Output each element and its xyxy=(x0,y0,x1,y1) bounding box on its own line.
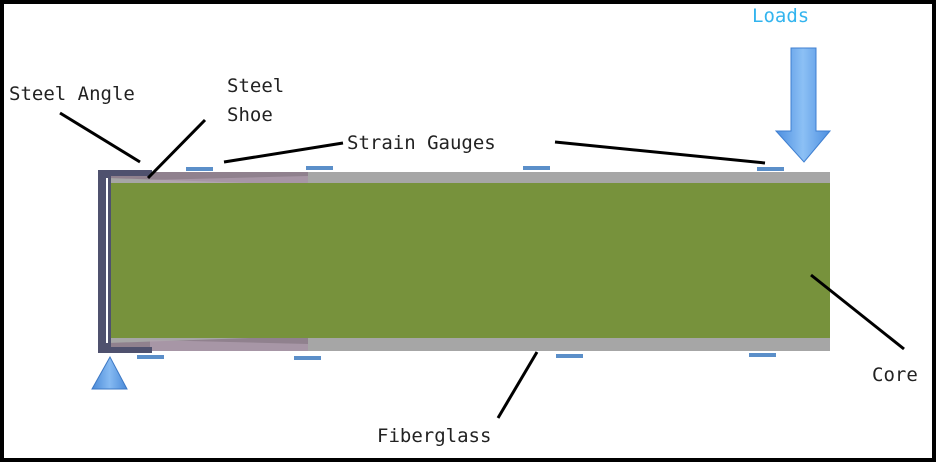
leader-line-core xyxy=(810,273,905,351)
leader-line-steel-shoe xyxy=(146,118,207,180)
steel-angle-top-flange xyxy=(98,170,152,176)
leader-line-gauges-right xyxy=(554,140,766,165)
load-arrow-icon xyxy=(774,47,832,163)
steel-angle-end xyxy=(98,170,111,353)
steel-shoe-top-taper xyxy=(150,176,308,183)
strain-gauge xyxy=(556,354,583,358)
strain-gauge xyxy=(186,167,213,171)
label-steel-angle: Steel Angle xyxy=(9,83,135,105)
leader-line-gauges-left xyxy=(223,141,344,164)
label-steel-shoe-line1: Steel xyxy=(227,75,284,97)
strain-gauge xyxy=(137,355,164,359)
label-core: Core xyxy=(872,364,918,386)
strain-gauge xyxy=(749,353,776,357)
leader-line-fiberglass xyxy=(496,351,539,419)
leader-line-steel-angle xyxy=(59,111,141,164)
strain-gauge xyxy=(757,167,784,171)
label-strain-gauges: Strain Gauges xyxy=(347,132,496,154)
label-loads: Loads xyxy=(752,5,809,27)
fiberglass-top-skin xyxy=(108,172,830,183)
steel-angle-bottom-flange xyxy=(98,347,152,353)
label-fiberglass: Fiberglass xyxy=(377,425,491,447)
strain-gauge xyxy=(523,166,550,170)
label-steel-shoe-line2: Shoe xyxy=(227,104,273,126)
strain-gauge xyxy=(306,166,333,170)
steel-shoe-bottom-taper xyxy=(150,340,308,351)
strain-gauge xyxy=(294,356,321,360)
core-block xyxy=(108,183,830,338)
support-triangle-icon xyxy=(91,355,128,390)
